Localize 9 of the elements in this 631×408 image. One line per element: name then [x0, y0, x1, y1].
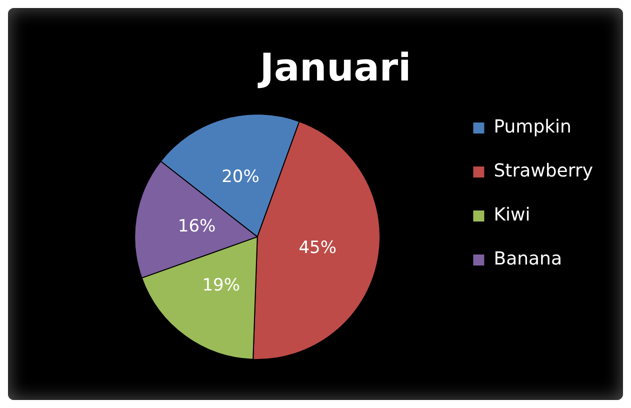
data-label: 20%	[222, 167, 260, 188]
legend-label: Strawberry	[494, 160, 594, 182]
data-label: 45%	[298, 238, 336, 258]
legend-label: Pumpkin	[494, 116, 572, 138]
legend-label: Banana	[494, 248, 562, 270]
chart-title: Januari	[256, 46, 412, 90]
data-label: 16%	[178, 216, 216, 236]
data-label: 19%	[202, 276, 240, 296]
legend-label: Kiwi	[494, 204, 530, 226]
